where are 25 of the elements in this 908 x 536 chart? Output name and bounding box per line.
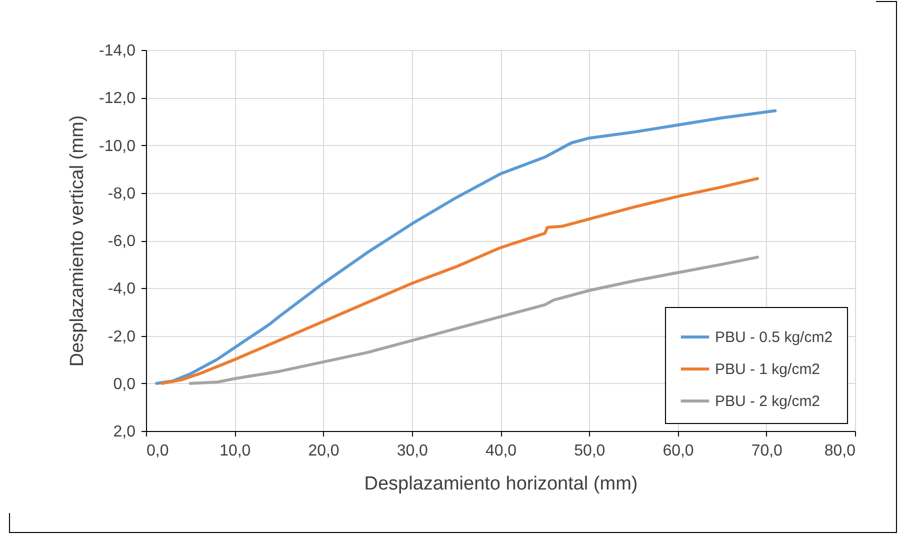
y-tick-label: -8,0 bbox=[108, 185, 136, 202]
x-tick-label: 30,0 bbox=[396, 442, 428, 460]
legend-label: PBU - 2 kg/cm2 bbox=[715, 393, 820, 410]
x-tick-label: 0,0 bbox=[146, 442, 169, 460]
x-tick-label: 60,0 bbox=[662, 442, 694, 460]
legend-label: PBU - 1 kg/cm2 bbox=[715, 361, 820, 378]
y-axis-title: Desplazamiento vertical (mm) bbox=[67, 115, 88, 367]
y-tick-label: -6,0 bbox=[108, 233, 136, 250]
y-tick-label: -12,0 bbox=[99, 90, 136, 108]
line-series bbox=[160, 177, 760, 385]
y-tick-label: 0,0 bbox=[113, 376, 136, 393]
y-tick-label: -2,0 bbox=[108, 328, 136, 346]
x-axis-title: Desplazamiento horizontal (mm) bbox=[364, 474, 638, 494]
y-tick-label: -4,0 bbox=[108, 280, 136, 298]
line-series bbox=[188, 256, 760, 385]
x-tick-label: 20,0 bbox=[308, 442, 340, 460]
legend-label: PBU - 0.5 kg/cm2 bbox=[715, 329, 833, 346]
y-tick-label: 2,0 bbox=[113, 424, 136, 440]
x-tick-label: 10,0 bbox=[220, 442, 251, 460]
x-tick-label: 40,0 bbox=[485, 442, 517, 460]
x-tick-label: 80,0 bbox=[824, 442, 856, 460]
x-tick-label: 70,0 bbox=[751, 442, 783, 460]
y-tick-label: -10,0 bbox=[99, 138, 136, 155]
x-tick-label: 50,0 bbox=[574, 442, 606, 460]
y-tick-label: -14,0 bbox=[99, 42, 136, 60]
